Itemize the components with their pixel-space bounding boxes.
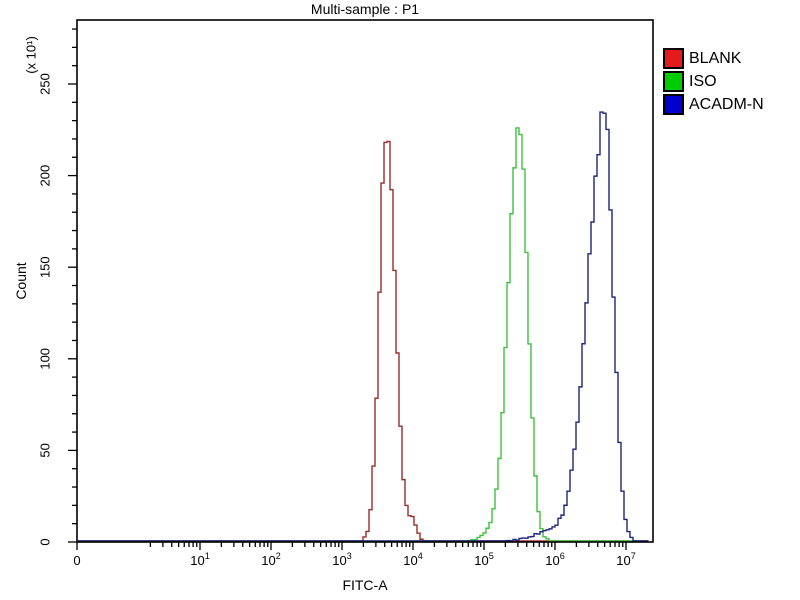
svg-text:105: 105	[474, 551, 493, 568]
legend: BLANK ISO ACADM-N	[663, 48, 764, 115]
curve-blank	[78, 140, 648, 542]
legend-swatch-red-icon	[663, 48, 684, 69]
x-axis-ticks	[76, 542, 627, 550]
svg-text:50: 50	[37, 443, 52, 457]
svg-text:104: 104	[403, 551, 422, 568]
histogram-curves	[78, 111, 649, 542]
svg-text:102: 102	[261, 551, 280, 568]
curve-acadm-n	[78, 111, 649, 542]
svg-text:106: 106	[545, 551, 564, 568]
x-tick-labels: 0 101 102 103 104 105 106 107	[73, 551, 635, 568]
plot-frame	[76, 19, 654, 543]
svg-text:107: 107	[616, 551, 635, 568]
legend-entry-iso: ISO	[663, 71, 764, 92]
legend-entry-blank: BLANK	[663, 48, 764, 69]
legend-swatch-blue-icon	[663, 94, 684, 115]
legend-label: ACADM-N	[689, 96, 764, 113]
page-title: Multi-sample : P1	[310, 1, 420, 17]
svg-text:0: 0	[73, 553, 80, 568]
y-tick-labels: 0 50 100 150 200 250	[37, 73, 52, 545]
svg-text:100: 100	[37, 348, 52, 370]
y-axis-ticks	[68, 28, 77, 543]
svg-text:101: 101	[190, 551, 209, 568]
legend-entry-acadm-n: ACADM-N	[663, 94, 764, 115]
curve-iso	[78, 127, 648, 542]
legend-label: BLANK	[689, 50, 742, 67]
svg-text:103: 103	[332, 551, 351, 568]
svg-text:0: 0	[37, 538, 52, 545]
y-axis-multiplier: (x 10¹)	[23, 36, 39, 74]
svg-text:150: 150	[37, 256, 52, 278]
x-axis-label: FITC-A	[342, 577, 388, 593]
svg-text:250: 250	[37, 73, 52, 95]
y-axis-label: Count	[13, 262, 29, 300]
svg-text:200: 200	[37, 165, 52, 187]
legend-label: ISO	[689, 73, 717, 90]
legend-swatch-green-icon	[663, 71, 684, 92]
